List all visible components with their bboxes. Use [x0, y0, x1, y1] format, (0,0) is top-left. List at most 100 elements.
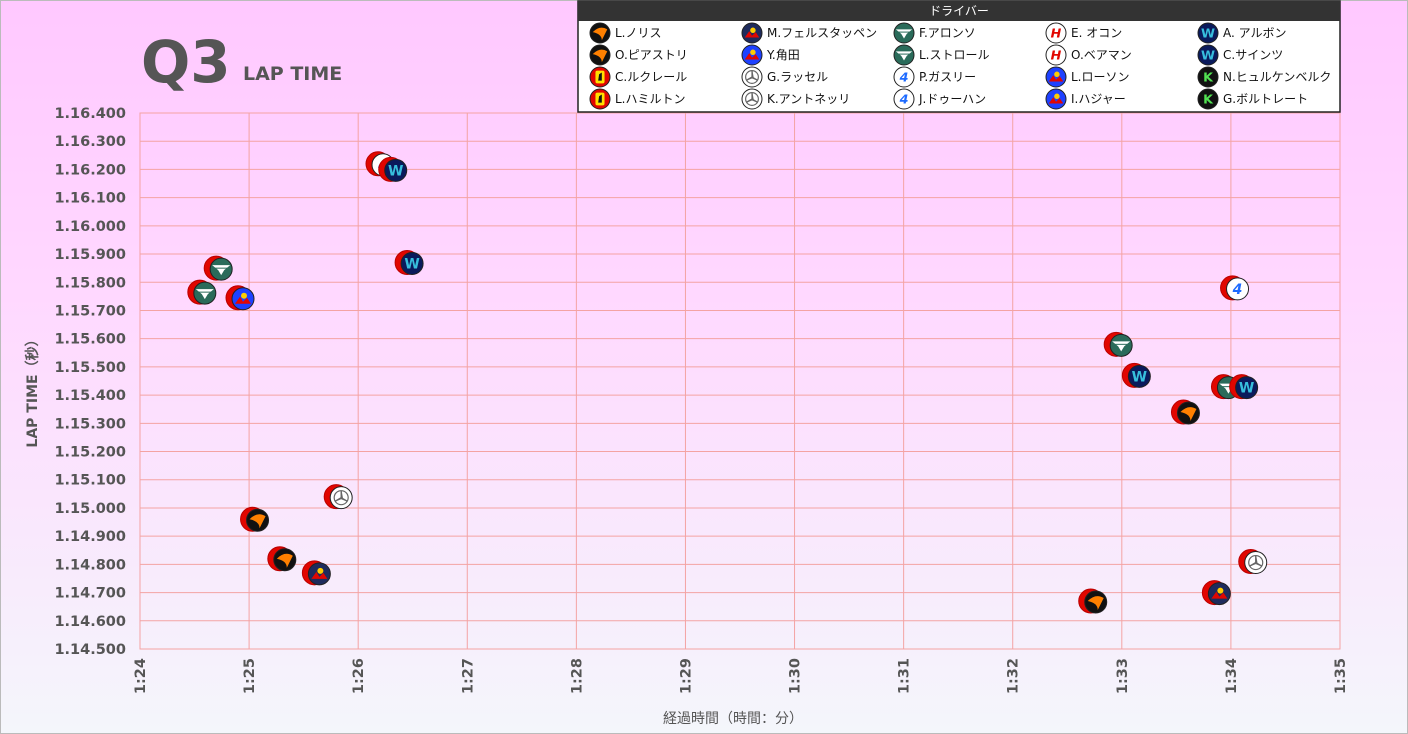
legend-team-icon [1045, 88, 1067, 110]
legend-item: O.ピアストリ [589, 44, 688, 66]
y-tick-label: 1.15.500 [54, 360, 126, 376]
point-team-icon: W [384, 158, 408, 182]
point-team-icon: W [1235, 376, 1259, 400]
legend-item: Y.角田 [741, 44, 800, 66]
legend-driver-name: C.サインツ [1223, 48, 1283, 62]
x-tick-label: 1:34 [1224, 658, 1240, 694]
plot-frame [139, 112, 1341, 650]
legend-driver-name: O.ピアストリ [615, 48, 688, 62]
legend-item: L.ストロール [893, 44, 990, 66]
legend-team-icon: W [1197, 22, 1219, 44]
legend-team-icon [589, 44, 611, 66]
legend-driver-name: L.ノリス [615, 26, 662, 40]
legend-item: G.ラッセル [741, 66, 828, 88]
legend-item: K G.ボルトレート [1197, 88, 1308, 110]
legend-driver-name: L.ハミルトン [615, 92, 686, 106]
data-point [1201, 580, 1231, 606]
y-tick-label: 1.14.500 [54, 642, 126, 658]
point-team-icon [273, 548, 297, 572]
legend-item: W C.サインツ [1197, 44, 1283, 66]
point-team-icon [246, 508, 270, 532]
data-point [1078, 588, 1108, 614]
legend-team-icon: 4 [893, 88, 915, 110]
x-tick-label: 1:26 [351, 658, 367, 694]
y-tick-label: 1.15.000 [54, 501, 126, 517]
legend-driver-name: I.ハジャー [1071, 92, 1126, 106]
legend-driver-name: C.ルクレール [615, 70, 687, 84]
x-axis-label: 経過時間（時間：分） [663, 711, 803, 727]
x-tick-label: 1:31 [897, 658, 913, 694]
legend-driver-name: K.アントネッリ [767, 92, 850, 106]
svg-text:W: W [404, 257, 419, 273]
grid-lines [139, 112, 1341, 650]
data-point [301, 560, 331, 586]
data-point [203, 255, 233, 281]
y-tick-label: 1.16.400 [54, 106, 126, 122]
x-tick-label: 1:29 [678, 658, 694, 694]
legend-driver-name: G.ボルトレート [1223, 92, 1308, 106]
y-tick-label: 1.15.400 [54, 388, 126, 404]
x-tick-label: 1:28 [569, 658, 585, 694]
legend-item: L.ハミルトン [589, 88, 686, 110]
legend-team-icon: H [1045, 22, 1067, 44]
y-tick-label: 1.15.100 [54, 473, 126, 489]
y-tick-label: 1.16.200 [54, 162, 126, 178]
point-team-icon [1244, 551, 1268, 575]
point-team-icon [307, 562, 331, 586]
point-team-icon [1176, 401, 1200, 425]
legend-driver-name: E. オコン [1071, 26, 1122, 40]
legend-team-icon [589, 88, 611, 110]
y-tick-label: 1.15.200 [54, 445, 126, 461]
point-team-icon: W [400, 252, 424, 276]
x-tick-label: 1:33 [1115, 658, 1131, 694]
data-point [187, 279, 217, 305]
legend-items: L.ノリス M.フェルスタッペン F.アロンソ H E. オコン W A. アルボン O.ピア… [589, 22, 1331, 110]
legend-team-icon [741, 88, 763, 110]
legend-team-icon: H [1045, 44, 1067, 66]
point-team-icon [231, 287, 255, 311]
legend-item: W A. アルボン [1197, 22, 1287, 44]
y-tick-label: 1.14.900 [54, 529, 126, 545]
y-tick-label: 1.15.900 [54, 247, 126, 263]
data-point: W [394, 250, 424, 276]
y-tick-label: 1.16.100 [54, 191, 126, 207]
legend-item: F.アロンソ [893, 22, 976, 44]
legend-item: L.ローソン [1045, 66, 1130, 88]
x-tick-label: 1:30 [788, 658, 804, 694]
y-tick-label: 1.14.600 [54, 614, 126, 630]
legend-team-icon: 4 [893, 66, 915, 88]
legend-item: 4 P.ガスリー [893, 66, 976, 88]
legend-team-icon: W [1197, 44, 1219, 66]
data-points: 4WWW4W [187, 151, 1268, 614]
legend-driver-name: O.ベアマン [1071, 48, 1132, 62]
data-point: W [1229, 374, 1259, 400]
x-tick-labels: 1:24 1:25 1:26 1:27 1:28 1:29 1:30 1:31 1:32 1:33… [133, 658, 1349, 694]
point-team-icon: W [1127, 364, 1151, 388]
legend-driver-name: Y.角田 [766, 48, 800, 62]
x-tick-label: 1:35 [1333, 658, 1349, 694]
svg-text:4: 4 [899, 92, 909, 107]
data-point [1103, 331, 1133, 357]
point-team-icon [1084, 590, 1108, 614]
data-point [225, 285, 255, 311]
legend-team-icon [893, 44, 915, 66]
point-team-icon [209, 257, 233, 281]
legend-driver-name: J.ドゥーハン [918, 92, 986, 106]
svg-text:K: K [1203, 70, 1214, 85]
x-tick-label: 1:27 [460, 658, 476, 694]
legend-driver-name: L.ストロール [919, 48, 990, 62]
legend-team-icon: K [1197, 88, 1219, 110]
legend-driver-name: M.フェルスタッペン [767, 26, 877, 40]
point-team-icon [1109, 333, 1133, 357]
data-point: 4 [1220, 275, 1250, 301]
legend-driver-name: A. アルボン [1223, 26, 1287, 40]
y-tick-label: 1.14.800 [54, 557, 126, 573]
x-tick-label: 1:25 [242, 658, 258, 694]
legend-team-icon [741, 66, 763, 88]
point-team-icon: 4 [1226, 277, 1250, 301]
legend-team-icon [741, 44, 763, 66]
y-tick-label: 1.15.700 [54, 303, 126, 319]
y-tick-label: 1.16.000 [54, 219, 126, 235]
point-team-icon [1207, 582, 1231, 606]
